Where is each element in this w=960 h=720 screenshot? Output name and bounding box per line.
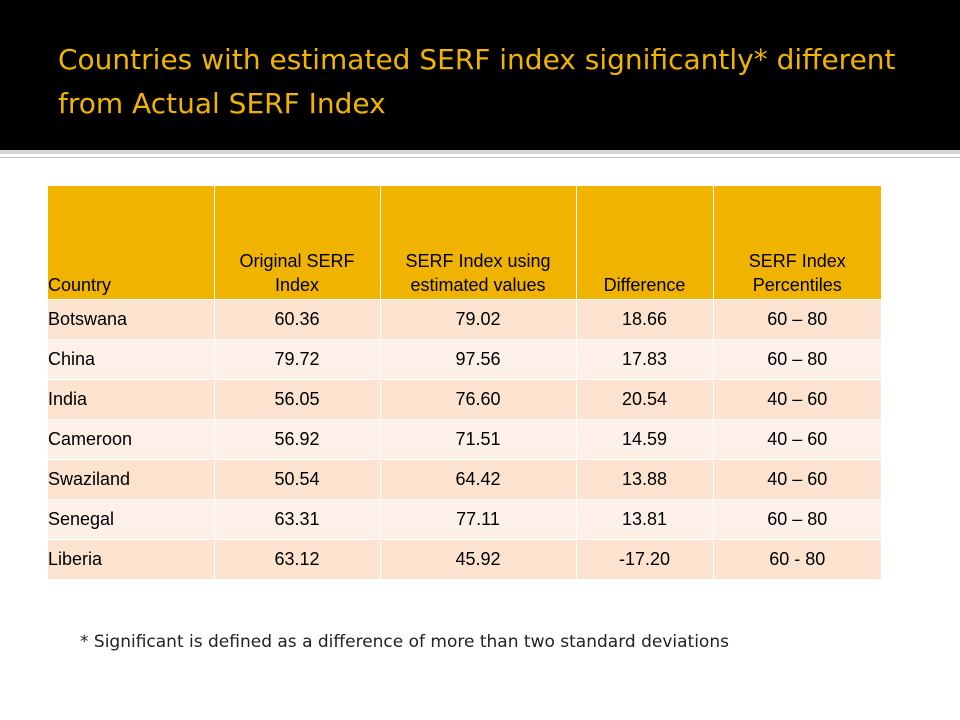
cell-estimated: 97.56 [380,339,577,380]
title-divider-thin [0,157,960,158]
cell-estimated: 77.11 [380,499,577,540]
cell-country: Liberia [48,539,215,579]
header-serf-index-percentiles: SERF Index Percentiles [713,186,881,300]
cell-estimated: 76.60 [380,379,577,420]
table-row: Liberia 63.12 45.92 -17.20 60 - 80 [48,539,881,579]
cell-original: 56.05 [214,379,381,420]
footnote: * Significant is defined as a difference… [80,632,729,652]
cell-country: Senegal [48,499,215,540]
cell-original: 56.92 [214,419,381,460]
cell-percentiles: 40 – 60 [713,379,881,420]
cell-country: India [48,379,215,420]
header-difference: Difference [576,186,714,300]
cell-original: 63.31 [214,499,381,540]
cell-difference: 13.88 [576,459,714,500]
header-original-serf-index: Original SERF Index [214,186,381,300]
table-header-row: Country Original SERF Index SERF Index u… [48,186,881,300]
table-row: India 56.05 76.60 20.54 40 – 60 [48,379,881,420]
cell-country: Botswana [48,299,215,340]
cell-percentiles: 60 – 80 [713,299,881,340]
table-row: China 79.72 97.56 17.83 60 – 80 [48,339,881,380]
cell-percentiles: 40 – 60 [713,459,881,500]
cell-percentiles: 60 – 80 [713,339,881,380]
cell-country: Swaziland [48,459,215,500]
cell-original: 63.12 [214,539,381,579]
slide-title: Countries with estimated SERF index sign… [58,43,896,120]
cell-country: Cameroon [48,419,215,460]
table-row: Swaziland 50.54 64.42 13.88 40 – 60 [48,459,881,500]
cell-original: 50.54 [214,459,381,500]
cell-difference: 13.81 [576,499,714,540]
cell-percentiles: 60 – 80 [713,499,881,540]
title-divider [0,150,960,154]
cell-original: 60.36 [214,299,381,340]
serf-table: Country Original SERF Index SERF Index u… [48,186,881,579]
cell-estimated: 79.02 [380,299,577,340]
cell-difference: 18.66 [576,299,714,340]
cell-difference: 20.54 [576,379,714,420]
cell-percentiles: 40 – 60 [713,419,881,460]
cell-estimated: 71.51 [380,419,577,460]
table-row: Senegal 63.31 77.11 13.81 60 – 80 [48,499,881,540]
table-row: Cameroon 56.92 71.51 14.59 40 – 60 [48,419,881,460]
cell-difference: 14.59 [576,419,714,460]
table-row: Botswana 60.36 79.02 18.66 60 – 80 [48,299,881,340]
cell-estimated: 64.42 [380,459,577,500]
cell-estimated: 45.92 [380,539,577,579]
header-country: Country [48,186,215,300]
cell-original: 79.72 [214,339,381,380]
header-serf-index-estimated: SERF Index using estimated values [380,186,577,300]
cell-percentiles: 60 - 80 [713,539,881,579]
cell-difference: -17.20 [576,539,714,579]
title-bar: Countries with estimated SERF index sign… [0,0,960,150]
cell-country: China [48,339,215,380]
cell-difference: 17.83 [576,339,714,380]
